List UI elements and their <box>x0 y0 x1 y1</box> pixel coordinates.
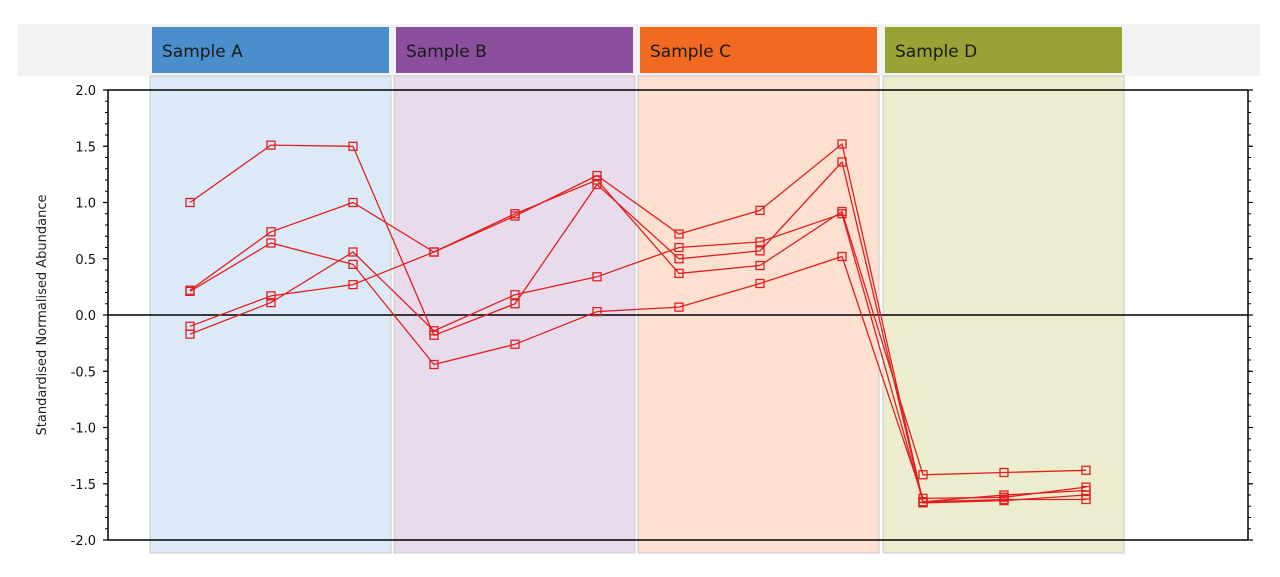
data-point <box>266 291 276 301</box>
data-point <box>755 205 765 216</box>
data-point <box>185 286 195 297</box>
data-point <box>348 197 358 208</box>
data-point <box>837 157 847 167</box>
series-line-4 <box>189 142 1087 503</box>
data-point <box>674 302 684 312</box>
data-point <box>674 254 684 264</box>
data-point <box>510 299 520 309</box>
sample-header-4 <box>885 27 1122 73</box>
data-point <box>674 268 684 279</box>
sample-header-1 <box>152 27 389 73</box>
series-line-5 <box>189 212 1086 503</box>
data-point <box>1081 494 1091 505</box>
data-point <box>918 470 928 480</box>
y-tick-label: -1.0 <box>71 422 96 437</box>
y-tick-label: 1.0 <box>75 197 96 212</box>
sample-label-1: Sample A <box>162 42 243 62</box>
y-tick-label: -0.5 <box>71 365 96 380</box>
y-tick-label: -1.5 <box>71 478 96 493</box>
y-axis-label: Standardised Normalised Abundance <box>35 195 50 436</box>
data-point <box>918 497 928 507</box>
data-point <box>266 297 276 308</box>
data-point <box>755 237 765 247</box>
data-point <box>837 139 847 149</box>
data-point <box>755 246 765 256</box>
data-point <box>348 141 358 151</box>
sample-headers: Sample A Sample B Sample C Sample D <box>152 27 1122 73</box>
data-point <box>674 229 684 239</box>
data-point <box>755 278 765 289</box>
data-point <box>674 242 684 253</box>
plot-frame <box>107 89 1249 541</box>
data-point <box>266 238 276 248</box>
sample-label-2: Sample B <box>406 42 487 62</box>
data-point <box>510 290 520 300</box>
y-tick-label: 0.0 <box>75 309 96 324</box>
data-point <box>185 197 195 208</box>
y-tick-label: 2.0 <box>75 84 96 99</box>
data-point <box>429 359 439 370</box>
data-point <box>592 272 602 282</box>
data-point <box>592 306 602 317</box>
data-point <box>348 259 358 270</box>
y-tick-label: 0.5 <box>75 253 96 268</box>
data-point <box>1081 465 1091 475</box>
sample-header-2 <box>396 27 633 73</box>
data-point <box>1081 485 1091 496</box>
y-tick-label: -2.0 <box>71 534 96 549</box>
data-point <box>185 329 195 339</box>
sample-label-3: Sample C <box>650 42 731 62</box>
series-points <box>185 139 1091 508</box>
data-point <box>837 209 847 219</box>
data-point <box>510 211 520 221</box>
data-point <box>755 260 765 271</box>
data-point <box>429 247 439 257</box>
y-tick-label: 1.5 <box>75 140 96 155</box>
sample-header-3 <box>640 27 877 73</box>
data-point <box>429 326 439 336</box>
data-point <box>510 339 520 349</box>
series-line-2 <box>189 179 1087 476</box>
sample-label-4: Sample D <box>895 42 977 62</box>
data-point <box>592 170 602 181</box>
series-line-1 <box>189 144 1087 504</box>
data-point <box>266 227 276 237</box>
data-point <box>999 494 1009 505</box>
data-point <box>837 251 847 262</box>
data-point <box>348 279 358 290</box>
data-point <box>348 247 358 257</box>
data-point <box>999 467 1009 478</box>
series-lines <box>189 142 1087 504</box>
y-axis: 2.0 1.5 1.0 0.5 0.0 -0.5 -1.0 -1.5 -2.0 <box>71 84 1253 549</box>
data-point <box>266 140 276 150</box>
